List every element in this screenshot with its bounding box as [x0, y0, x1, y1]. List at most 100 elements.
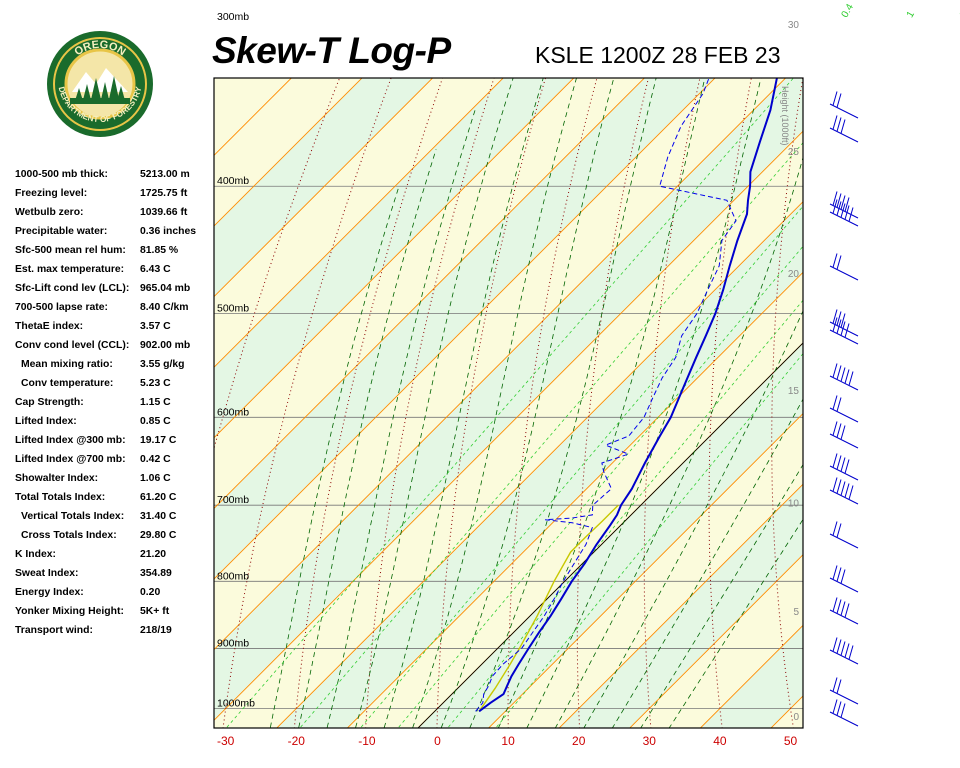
temperature-axis-label: -10: [358, 734, 376, 748]
index-value: 5.23 C: [140, 378, 171, 389]
isotherm-line: [346, 271, 803, 728]
wind-barb-flag: [836, 479, 842, 494]
wind-barb: [829, 115, 859, 143]
index-label: 700-500 lapse rate:: [15, 302, 108, 313]
moist-adiabat: [583, 310, 803, 728]
isotherm-line: [558, 483, 803, 728]
moist-adiabat: [298, 149, 437, 728]
temperature-trace: [478, 78, 778, 713]
moist-adiabat: [611, 398, 803, 728]
wind-barb-staff: [829, 103, 859, 119]
wind-barb-flag: [832, 597, 838, 612]
index-label: Lifted Index @700 mb:: [15, 454, 126, 465]
height-axis-label: 30: [788, 20, 800, 31]
index-label: Cross Totals Index:: [21, 530, 117, 541]
temperature-axis-label: -20: [288, 734, 306, 748]
wind-barb-flag: [836, 201, 842, 216]
wind-barb-staff: [829, 533, 859, 549]
wind-barb-flag: [848, 207, 854, 222]
temperature-axis-label: 10: [501, 734, 515, 748]
index-value: 31.40 C: [140, 511, 177, 522]
wind-barb: [829, 395, 859, 423]
index-label: Sfc-Lift cond lev (LCL):: [15, 283, 130, 294]
isotherm-line: [214, 78, 363, 227]
dry-adiabat: [892, 0, 960, 736]
index-label: Vertical Totals Index:: [21, 511, 125, 522]
wind-barb-flag: [832, 637, 838, 652]
wind-barb: [829, 363, 859, 391]
index-value: 0.20: [140, 587, 161, 598]
dry-adiabat: [365, 78, 495, 728]
index-value: 1725.75 ft: [140, 188, 188, 199]
wind-barb-flag: [844, 483, 850, 498]
isotherm-band: [214, 131, 803, 728]
index-label: Precipitable water:: [15, 226, 108, 237]
moist-adiabat: [326, 109, 476, 728]
wind-barb-staff: [829, 465, 859, 481]
wind-barb-staff: [829, 609, 859, 625]
height-axis-label: 0: [793, 712, 799, 723]
index-label: Lifted Index:: [15, 416, 77, 427]
moist-adiabat: [269, 186, 400, 728]
wind-barb-staff: [829, 433, 859, 449]
wind-barb-flag: [840, 481, 846, 496]
wind-barb-flag: [836, 193, 842, 208]
wind-barb-staff: [829, 127, 859, 143]
mixing-ratio-line: [447, 299, 803, 728]
wind-barb-flag: [836, 567, 842, 582]
wind-barb-flag: [836, 701, 842, 716]
index-label: Freezing level:: [15, 188, 88, 199]
isotherm-line: [214, 78, 504, 368]
wind-barb-staff: [829, 689, 859, 705]
temperature-axis-label: 30: [643, 734, 657, 748]
wind-barb: [829, 91, 859, 119]
wind-barb: [829, 677, 859, 705]
wind-barb-flag: [836, 423, 842, 438]
height-axis-label: 5: [793, 607, 799, 618]
wind-barb-flag: [836, 117, 842, 132]
wind-barb-flag: [840, 119, 846, 134]
index-label: Conv temperature:: [21, 378, 114, 389]
isotherm-line: [214, 130, 803, 721]
pressure-label: 1000mb: [217, 698, 255, 710]
dry-adiabat: [949, 0, 960, 736]
index-value: 0.36 inches: [140, 226, 197, 237]
wind-barb: [829, 477, 859, 505]
wind-barb: [829, 453, 859, 481]
wind-barb-flag: [832, 477, 838, 492]
wind-barb-staff: [829, 211, 859, 227]
wind-barb-flag: [832, 191, 838, 206]
index-value: 218/19: [140, 625, 172, 636]
moist-adiabat: [554, 156, 803, 728]
wind-barb-flag: [840, 203, 846, 218]
index-value: 61.20 C: [140, 492, 177, 503]
height-axis-title: Height (1000ft): [780, 86, 790, 146]
wind-barb-flag: [848, 371, 854, 386]
index-value: 0.85 C: [140, 416, 171, 427]
index-label: ThetaE index:: [15, 321, 84, 332]
wind-barb: [829, 199, 859, 227]
wind-barb-flag: [844, 205, 850, 220]
wind-barb-flag: [840, 457, 846, 472]
wind-barb: [829, 699, 859, 727]
logo-top-text: OREGON: [72, 39, 127, 59]
index-value: 8.40 C/km: [140, 302, 189, 313]
wind-barb-flag: [840, 367, 846, 382]
moist-adiabat: [440, 78, 615, 728]
temperature-axis-label: 20: [572, 734, 586, 748]
wind-barb-staff: [829, 375, 859, 391]
wind-barb: [829, 637, 859, 665]
wind-barb-flag: [840, 425, 846, 440]
wind-barb-flag: [840, 601, 846, 616]
isotherm-line: [487, 412, 803, 728]
index-value: 0.42 C: [140, 454, 171, 465]
wind-barb: [829, 521, 859, 549]
height-axis-label: 15: [788, 386, 800, 397]
index-value: 29.80 C: [140, 530, 177, 541]
index-value: 81.85 %: [140, 245, 179, 256]
wind-barb-staff: [829, 711, 859, 727]
wind-barb-flag: [836, 679, 842, 694]
wind-barb-flag: [836, 93, 842, 108]
wind-barb-flag: [836, 639, 842, 654]
index-label: Sweat Index:: [15, 568, 79, 579]
